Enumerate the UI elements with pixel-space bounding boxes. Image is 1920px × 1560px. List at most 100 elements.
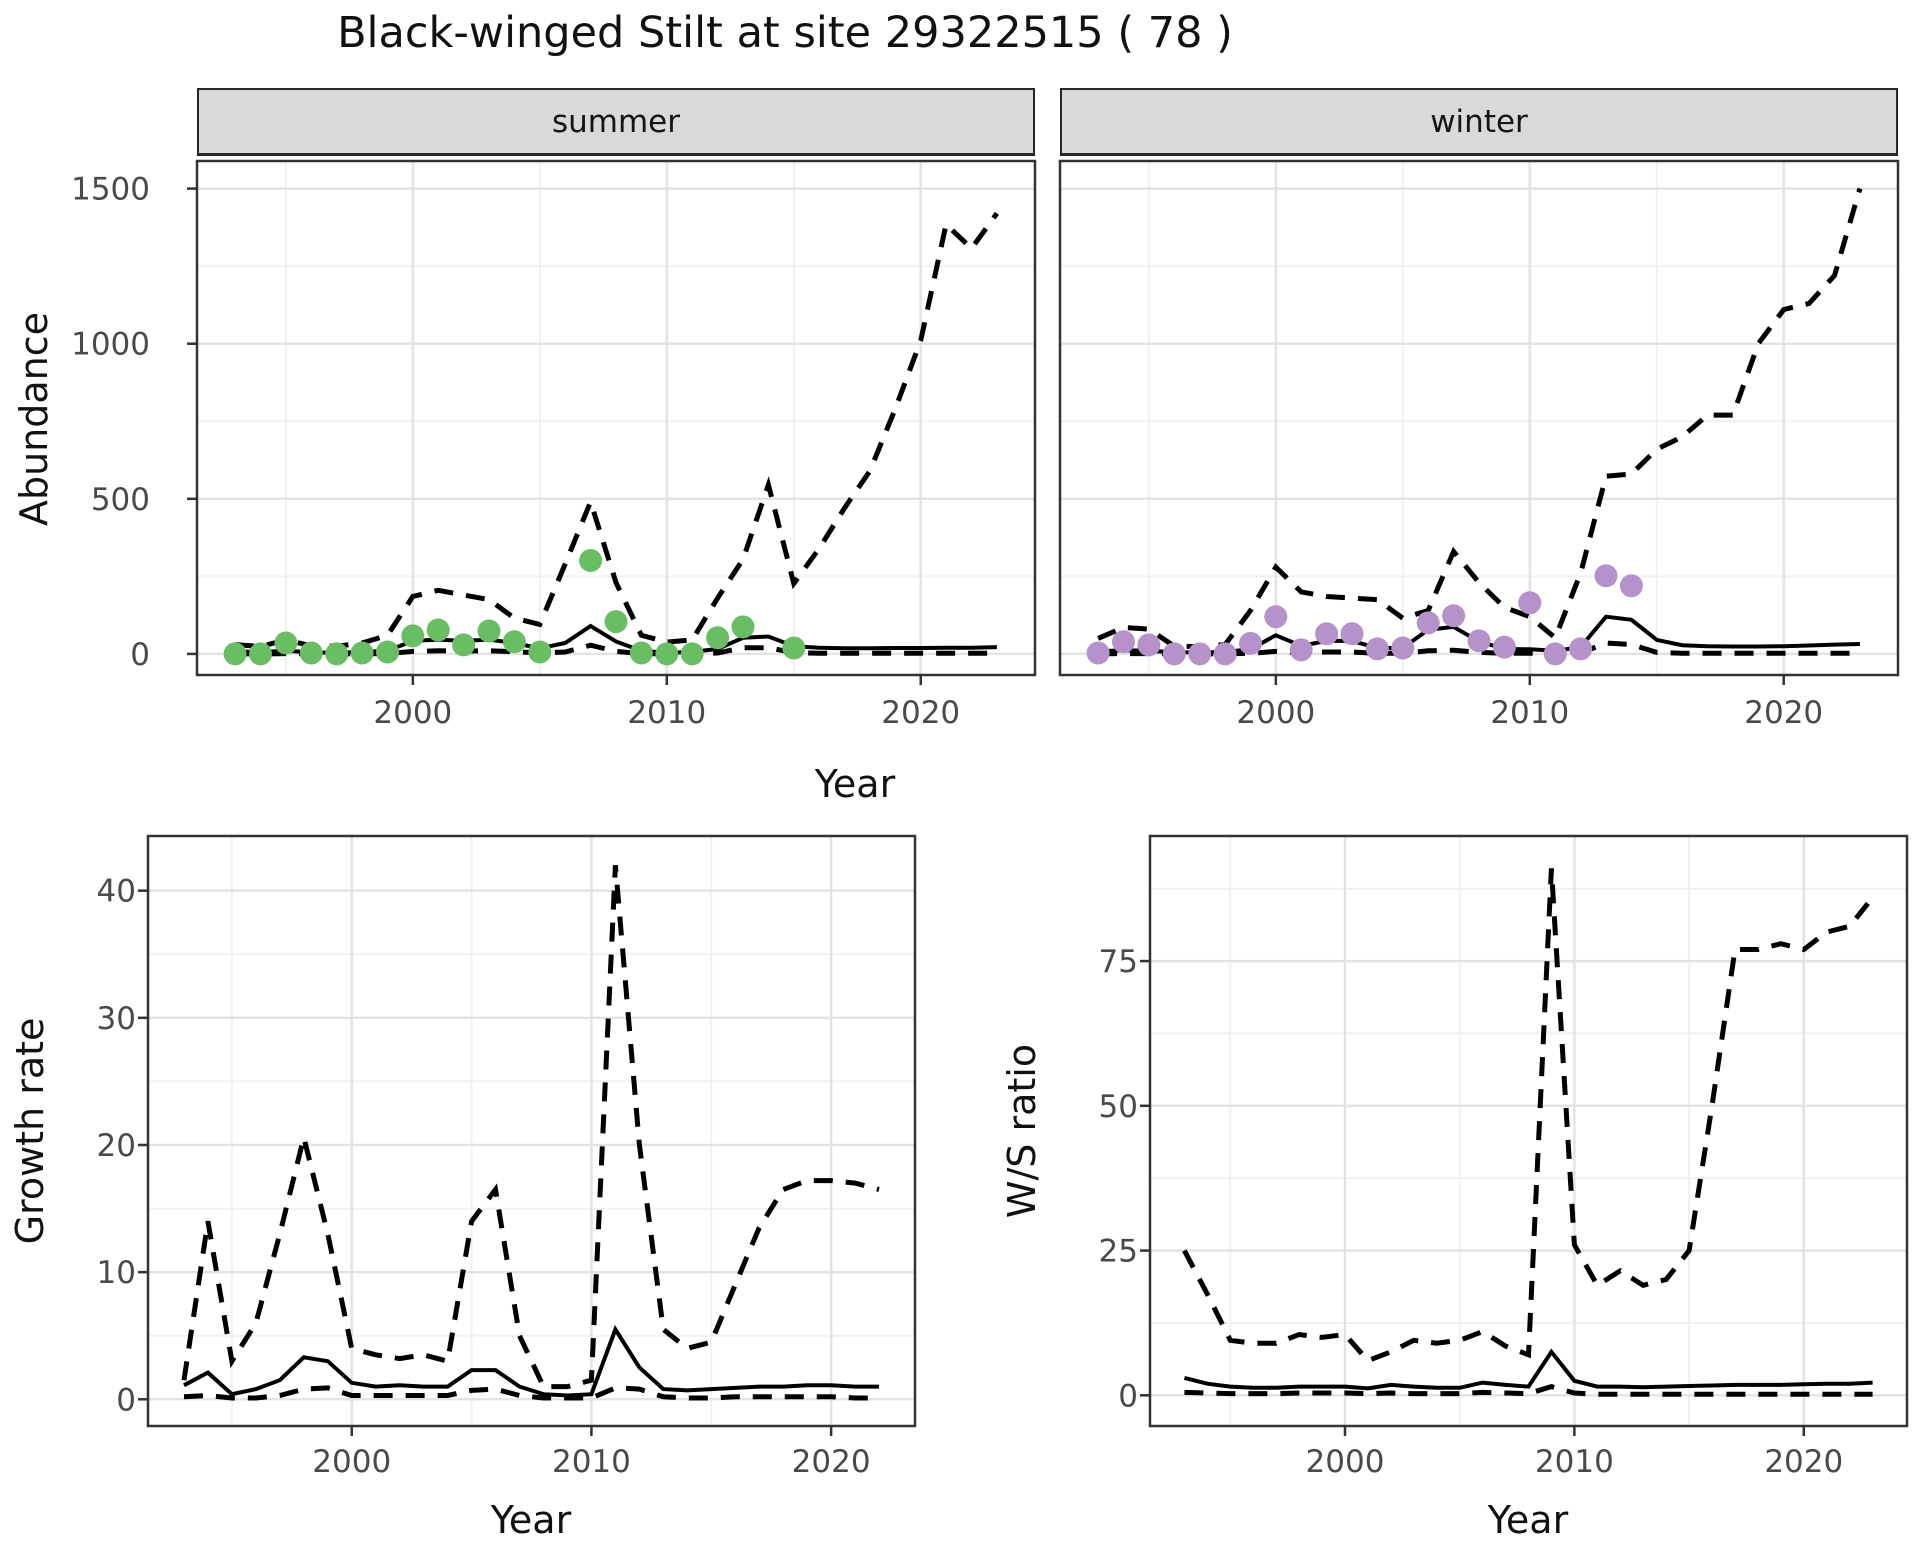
- observed-point: [350, 641, 374, 665]
- x-tick-label: 2000: [312, 1444, 391, 1480]
- observed-point: [1340, 622, 1364, 646]
- x-tick-label: 2000: [1306, 1444, 1385, 1480]
- observed-point: [274, 631, 298, 655]
- observed-point: [1594, 564, 1618, 588]
- observed-point: [579, 549, 603, 572]
- observed-point: [706, 626, 730, 650]
- y-axis-growth-rate: 0 10 20 30 40: [97, 874, 148, 1418]
- observed-point: [604, 610, 628, 634]
- x-tick-label: 2010: [1490, 695, 1569, 731]
- x-tick-label: 2020: [881, 695, 960, 731]
- y-tick-label: 1500: [71, 172, 150, 208]
- y-tick-label: 0: [116, 1382, 136, 1418]
- observed-point: [1365, 637, 1389, 661]
- observed-point: [1619, 574, 1643, 598]
- y-tick-label: 10: [97, 1255, 136, 1291]
- x-axis-growth-rate: 2000 2010 2020: [312, 1426, 871, 1480]
- y-tick-label: 75: [1099, 944, 1138, 980]
- y-tick-label: 30: [97, 1001, 136, 1037]
- lower-ci-line-growth-rate: [183, 1385, 879, 1401]
- observed-point: [1416, 611, 1440, 635]
- x-axis-abundance-summer: 2000 2010 2020: [373, 675, 960, 731]
- y-tick-label: 25: [1099, 1234, 1138, 1270]
- panel-border: [195, 159, 1037, 677]
- y-tick-label: 0: [1118, 1378, 1138, 1414]
- facet-strip-summer-label: summer: [551, 103, 680, 140]
- y-tick-label: 1000: [71, 327, 150, 363]
- observed-point: [502, 630, 526, 654]
- observed-point: [1391, 636, 1415, 660]
- panel-background: [1150, 836, 1907, 1426]
- x-tick-label: 2010: [627, 695, 706, 731]
- gridlines-abundance-summer: [197, 161, 1035, 675]
- panel-ws-ratio: 2000 2010 2020 0 25 50 75: [1099, 834, 1909, 1480]
- y-tick-label: 50: [1099, 1089, 1138, 1125]
- observed-point: [299, 641, 323, 665]
- panel-abundance-summer: 2000 2010 2020 0 500 1000 1500: [71, 159, 1037, 731]
- y-tick-label: 40: [97, 874, 136, 910]
- y-axis-title-growth-rate: Growth rate: [8, 1017, 52, 1245]
- observed-summer-counts: [223, 549, 806, 666]
- observed-point: [1086, 641, 1110, 665]
- median-line-ws-ratio: [1183, 1348, 1873, 1391]
- gridlines-growth-rate: [148, 836, 915, 1426]
- x-tick-label: 2000: [1236, 695, 1315, 731]
- observed-point: [426, 618, 450, 642]
- observed-point: [1162, 642, 1186, 666]
- y-tick-label: 500: [91, 482, 150, 518]
- y-axis-abundance-summer: 0 500 1000 1500: [71, 172, 197, 673]
- x-tick-label: 2020: [1744, 695, 1823, 731]
- panel-border: [146, 834, 917, 1428]
- observed-point: [1442, 604, 1466, 628]
- x-axis-ws-ratio: 2000 2010 2020: [1306, 1426, 1843, 1480]
- observed-point: [1569, 637, 1593, 661]
- observed-point: [1543, 642, 1567, 666]
- observed-point: [1213, 642, 1237, 666]
- y-tick-label: 20: [97, 1128, 136, 1164]
- facet-strip-winter-label: winter: [1430, 103, 1528, 140]
- observed-point: [223, 642, 247, 666]
- gridlines-abundance-winter: [1060, 161, 1898, 675]
- observed-point: [1137, 633, 1161, 657]
- observed-point: [731, 615, 755, 639]
- observed-point: [401, 624, 425, 648]
- figure-title: Black-winged Stilt at site 29322515 ( 78…: [337, 8, 1233, 58]
- x-tick-label: 2000: [373, 695, 452, 731]
- observed-point: [1467, 629, 1491, 653]
- observed-point: [629, 641, 653, 665]
- observed-point: [1112, 630, 1135, 654]
- y-axis-title-ws-ratio: W/S ratio: [1000, 1043, 1044, 1219]
- panel-abundance-winter: 2000 2010 2020: [1058, 159, 1900, 731]
- observed-point: [1492, 635, 1516, 659]
- x-tick-label: 2010: [552, 1444, 631, 1480]
- x-tick-label: 2020: [1764, 1444, 1843, 1480]
- observed-point: [477, 619, 501, 643]
- gridlines-ws-ratio: [1150, 836, 1907, 1426]
- y-axis-title-abundance: Abundance: [12, 311, 56, 527]
- upper-ci-line-growth-rate: [181, 864, 880, 1390]
- y-axis-ws-ratio: 0 25 50 75: [1099, 944, 1150, 1414]
- observed-point: [528, 640, 552, 664]
- observed-point: [1315, 622, 1339, 646]
- x-axis-abundance-winter: 2000 2010 2020: [1236, 675, 1823, 731]
- panel-background: [197, 161, 1035, 675]
- panel-border: [1148, 834, 1909, 1428]
- facet-strip-winter: winter: [1060, 88, 1898, 156]
- observed-point: [1239, 631, 1262, 655]
- observed-point: [1264, 605, 1288, 629]
- upper-ci-line-ws-ratio: [1182, 868, 1875, 1364]
- observed-point: [782, 636, 806, 660]
- observed-point: [376, 640, 399, 664]
- observed-point: [655, 642, 679, 666]
- x-axis-title-growth: Year: [490, 1498, 572, 1542]
- observed-point: [452, 633, 476, 657]
- panel-background: [148, 836, 915, 1426]
- y-tick-label: 0: [130, 637, 150, 673]
- x-tick-label: 2020: [792, 1444, 871, 1480]
- observed-point: [249, 642, 272, 666]
- observed-winter-counts: [1086, 564, 1643, 666]
- panel-growth-rate: 2000 2010 2020 0 10 20 30 40: [97, 834, 917, 1480]
- x-axis-title-ws: Year: [1487, 1498, 1569, 1542]
- panel-background: [1060, 161, 1898, 675]
